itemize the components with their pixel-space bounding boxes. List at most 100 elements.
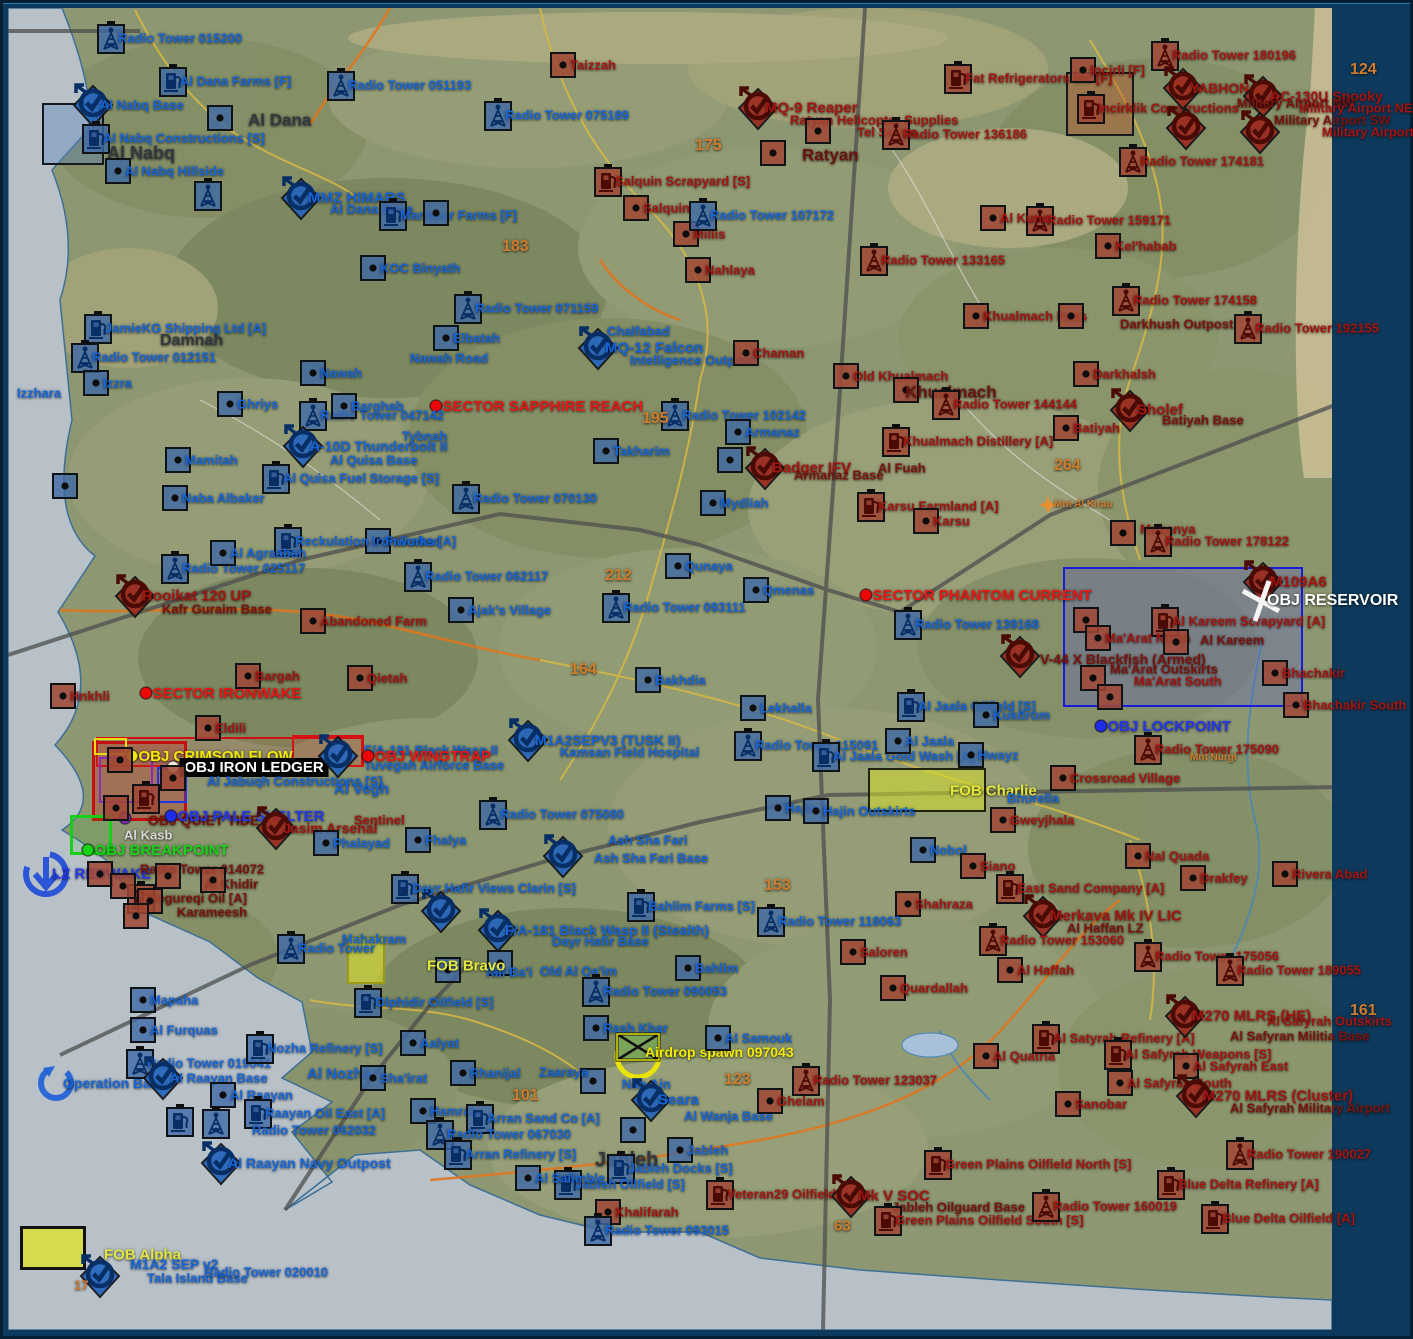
map-marker-town[interactable]: Jableh — [667, 1137, 728, 1163]
map-marker-radio[interactable]: Radio Tower 090053 — [581, 974, 727, 1008]
map-marker-base[interactable]: Seara — [628, 1077, 699, 1123]
map-marker-town[interactable] — [435, 957, 461, 983]
map-marker-town[interactable]: Al Safyrah East — [1173, 1053, 1288, 1079]
map-marker-town[interactable]: Rash Kbar — [583, 1015, 668, 1041]
map-marker-dot[interactable]: SECTOR IRONWAKE — [139, 686, 301, 701]
map-marker-town[interactable]: Elbatah — [433, 325, 500, 351]
map-marker-town[interactable]: Batiyah — [1053, 415, 1120, 441]
map-marker-town[interactable]: Nawah — [300, 360, 362, 386]
map-marker-town[interactable]: Bargah — [235, 663, 300, 689]
map-marker-town[interactable]: Rhanijal — [450, 1060, 521, 1086]
map-marker-dot[interactable]: SECTOR SAPPHIRE REACH — [429, 399, 643, 414]
map-marker-fuel[interactable]: Jableh Oilfield [S] — [553, 1167, 685, 1201]
map-marker-fuel[interactable]: Fat Refrigerators Inc [F] — [943, 61, 1112, 95]
map-marker-town[interactable] — [805, 118, 831, 144]
map-marker-fuel[interactable]: Al Quisa Fuel Storage [S] — [261, 461, 439, 495]
map-marker-fuel[interactable]: JamieKG Shipping Ltd [A] — [83, 311, 266, 345]
map-marker-fuel[interactable]: Dayr Hafir Views Clarin [S] — [390, 871, 576, 905]
map-marker-town[interactable]: Al Salimble — [515, 1165, 605, 1191]
map-marker-town[interactable] — [52, 473, 78, 499]
map-marker-base[interactable]: M270 MLRS (HE) — [1162, 993, 1311, 1039]
map-marker-town[interactable]: Qietah — [347, 665, 407, 691]
map-marker-fuel[interactable]: Incirklik Constructions — [1076, 91, 1239, 125]
map-marker-town[interactable] — [1058, 303, 1084, 329]
map-marker-radio[interactable]: Radio Tower 175056 — [1133, 939, 1279, 973]
map-marker-town[interactable]: Salquin — [623, 195, 690, 221]
map-marker-fuel[interactable]: Al Kareem Scrapyard [A] — [1150, 604, 1325, 638]
map-marker-town[interactable]: Al Jaala — [885, 728, 954, 754]
map-marker-town[interactable]: Bakhdia — [635, 667, 706, 693]
map-marker-town[interactable]: Hamrat — [410, 1098, 475, 1124]
map-marker-town[interactable]: Al Samouk — [705, 1025, 792, 1051]
map-marker-fuel[interactable]: Bahlim Farms [S] — [626, 889, 755, 923]
map-marker-radio[interactable]: Radio Tower 123037 — [791, 1063, 937, 1097]
map-marker-town[interactable] — [580, 1068, 606, 1094]
map-marker-town[interactable] — [110, 873, 136, 899]
map-marker-town[interactable]: Qunaya — [665, 553, 733, 579]
map-marker-base[interactable]: Al Raayan Navy Outpost — [198, 1140, 391, 1186]
map-marker-town[interactable]: Shahraza — [895, 891, 973, 917]
map-marker-town[interactable]: KOC Binyath — [360, 255, 460, 281]
map-marker-town[interactable]: Hajin — [765, 795, 817, 821]
map-marker-dot[interactable]: OBJ IRON LEDGER — [166, 757, 329, 777]
map-marker-radio[interactable]: Radio Tower 192155 — [1233, 311, 1379, 345]
map-marker-base[interactable]: MMZ HIMARS — [278, 175, 406, 221]
map-marker-town[interactable]: Lekhalla — [740, 695, 812, 721]
map-marker-base[interactable]: MQ-9 Reaper — [735, 85, 858, 131]
map-marker-fuel[interactable]: Karsu Farmland [A] — [856, 489, 999, 523]
map-marker-town[interactable]: Al Kuna — [980, 205, 1049, 231]
map-marker-fuel[interactable]: Mansour Farms [F] — [378, 198, 517, 232]
map-marker-base[interactable] — [1237, 109, 1283, 155]
map-marker-fuel[interactable]: Veteran29 Oilfield — [705, 1177, 836, 1211]
map-marker-town[interactable]: Takharim — [593, 438, 670, 464]
map-marker-town[interactable]: Armanaz — [725, 419, 800, 445]
map-marker-town[interactable] — [155, 863, 181, 889]
map-marker-town[interactable]: Hajin Outskirts — [803, 798, 915, 824]
map-marker-dot[interactable]: SECTOR PHANTOM CURRENT — [859, 588, 1092, 603]
map-marker-town[interactable]: Barghab — [331, 393, 404, 419]
map-marker-town[interactable]: Mamitah — [165, 447, 238, 473]
map-marker-town[interactable]: Al Nabq Hillside — [105, 158, 224, 184]
map-marker-fuel[interactable]: Arran Refinery [S] — [443, 1137, 576, 1171]
map-marker-town[interactable]: Darkhalsh — [1073, 361, 1156, 387]
map-marker-town[interactable]: Old Khualmach — [833, 363, 948, 389]
map-marker-town[interactable] — [423, 200, 449, 226]
map-marker-radio[interactable]: Radio Tower 015200 — [96, 21, 242, 55]
map-marker-base[interactable]: A-10D Thunderbolt II — [280, 423, 448, 469]
map-marker-radio[interactable] — [201, 1106, 231, 1140]
map-marker-town[interactable] — [1097, 684, 1123, 710]
map-marker-town[interactable]: Taizzah — [550, 52, 616, 78]
map-marker-radio[interactable]: Radio Tower 115091 — [733, 728, 878, 762]
map-marker-fuel[interactable]: Jableh Docks [S] — [606, 1151, 733, 1185]
map-marker-town[interactable]: Al Agraabah — [210, 540, 306, 566]
map-marker-fuel[interactable]: Blue Delta Refinery [A] — [1156, 1167, 1319, 1201]
map-marker-radio[interactable]: Radio Tower 118063 — [756, 904, 901, 938]
map-marker-town[interactable]: Bhachakir — [1262, 660, 1345, 686]
map-marker-radio[interactable]: Radio Tower 144144 — [931, 387, 1077, 421]
map-marker-fuel[interactable]: Reckulation Ironworks [A] — [273, 524, 456, 558]
map-marker-base[interactable]: Al Raayan Base — [140, 1055, 268, 1101]
map-marker-base[interactable] — [997, 633, 1043, 679]
map-marker-town[interactable] — [107, 747, 133, 773]
map-marker-town[interactable]: Abandoned Farm — [300, 608, 427, 634]
map-marker-radio[interactable]: Radio Tower — [276, 931, 375, 965]
map-marker-base[interactable]: F/A-181 Black Wasp II (Stealth) — [475, 907, 709, 953]
map-marker-radio[interactable]: Radio Tower 190027 — [1225, 1137, 1371, 1171]
map-marker-fuel[interactable]: Al Dana Farms [F] — [158, 64, 291, 98]
map-marker-fuel[interactable]: Al Safyrah Weapons [S] — [1103, 1037, 1271, 1071]
map-marker-fuel[interactable]: Blue Delta Oilfield [A] — [1200, 1201, 1355, 1235]
map-marker-town[interactable] — [200, 867, 226, 893]
map-marker-base[interactable]: Jasim Arsenal — [253, 805, 377, 851]
map-marker-radio[interactable]: Radio Tower 012151 — [70, 340, 216, 374]
map-marker-town[interactable] — [717, 447, 743, 473]
map-marker-town[interactable]: Bahlim — [675, 955, 738, 981]
map-marker-base[interactable] — [1163, 105, 1209, 151]
map-marker-town[interactable]: Eldili — [195, 715, 246, 741]
map-marker-town[interactable]: Kel'habab — [1095, 233, 1177, 259]
map-marker-town[interactable]: Aalyat — [400, 1030, 459, 1056]
map-marker-radio[interactable]: Radio Tower 062117 — [403, 559, 548, 593]
map-marker-radio[interactable]: Radio Tower 153060 — [978, 923, 1124, 957]
map-marker-radio[interactable]: Radio Tower 070130 — [451, 481, 597, 515]
map-marker-fuel[interactable]: Olphidir Oilfield [S] — [353, 985, 493, 1019]
map-marker-base[interactable]: Badger IFV — [742, 445, 851, 491]
